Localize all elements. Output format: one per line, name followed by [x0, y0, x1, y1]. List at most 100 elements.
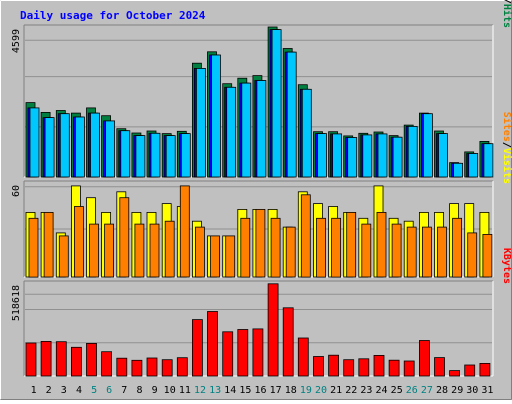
bar-kbytes-day-8 [131, 359, 143, 377]
bar-kbytes-day-25 [388, 359, 400, 377]
bar-pages-day-20 [317, 133, 327, 178]
bar-kbytes-day-17 [267, 283, 279, 377]
bar-pages-day-7 [120, 130, 131, 178]
bar-pages-day-19 [301, 88, 312, 178]
bar-pages-day-24 [377, 133, 388, 178]
x-tick-label: 12 [194, 385, 206, 396]
bar-sites-day-30 [467, 232, 478, 278]
bar-sites-day-27 [421, 226, 432, 278]
y-tick-label: 4599 [11, 29, 22, 53]
bar-pages-day-28 [438, 133, 448, 178]
x-tick-label: 10 [164, 385, 176, 396]
bar-sites-day-31 [482, 233, 493, 278]
bar-pages-day-5 [90, 112, 100, 178]
bar-kbytes-day-23 [358, 358, 370, 377]
bar-sites-day-20 [316, 217, 326, 278]
bar-pages-day-9 [150, 132, 161, 178]
bar-pages-day-26 [407, 126, 418, 178]
x-tick-label: 26 [406, 385, 418, 396]
x-tick-label: 25 [391, 385, 403, 396]
x-tick-label: 1 [31, 385, 37, 396]
bar-pages-day-6 [105, 120, 115, 178]
bar-pages-day-29 [453, 162, 464, 178]
bar-sites-day-7 [119, 197, 130, 278]
bar-sites-day-9 [149, 223, 160, 278]
x-tick-label: 27 [421, 385, 433, 396]
bar-sites-day-1 [28, 217, 39, 278]
bar-kbytes-day-26 [403, 360, 415, 377]
bar-kbytes-day-5 [86, 342, 97, 377]
bar-kbytes-day-12 [191, 319, 203, 377]
bar-kbytes-day-18 [282, 307, 294, 377]
x-tick-label: 18 [285, 385, 297, 396]
bar-sites-day-21 [331, 217, 342, 278]
legend-visits: Visits [501, 148, 512, 184]
bar-pages-day-21 [332, 133, 343, 178]
bar-pages-day-18 [286, 51, 297, 178]
bar-sites-day-2 [43, 211, 54, 278]
x-tick-label: 21 [330, 385, 342, 396]
bar-kbytes-day-14 [222, 331, 234, 377]
bar-sites-day-3 [58, 235, 69, 278]
bar-kbytes-day-20 [313, 356, 324, 377]
bar-kbytes-day-1 [25, 342, 37, 377]
bar-pages-day-2 [44, 117, 55, 178]
legend-kbytes: KBytes [501, 248, 512, 284]
x-tick-label: 23 [360, 385, 372, 396]
bar-pages-day-11 [180, 133, 191, 178]
legend-hits: Hits [501, 4, 512, 28]
bar-kbytes-day-24 [373, 354, 385, 377]
bar-pages-day-17 [271, 29, 282, 178]
bar-kbytes-day-13 [207, 311, 218, 377]
x-tick-label: 24 [375, 385, 387, 396]
bar-kbytes-day-31 [479, 362, 491, 377]
x-tick-label: 11 [179, 385, 191, 396]
bar-sites-day-14 [225, 235, 236, 278]
legend-separator: / [501, 0, 512, 4]
x-tick-label: 4 [76, 385, 82, 396]
bar-kbytes-day-28 [434, 357, 445, 377]
bar-pages-day-30 [468, 153, 479, 178]
bar-pages-day-8 [135, 135, 146, 178]
x-tick-label: 5 [91, 385, 97, 396]
panel-legend: Sites/Visits [501, 112, 512, 184]
x-tick-label: 19 [300, 385, 312, 396]
bar-sites-day-18 [285, 226, 296, 278]
bar-pages-day-13 [211, 54, 221, 178]
bar-pages-day-14 [226, 86, 237, 178]
bar-pages-day-27 [422, 113, 433, 178]
legend-sites: Sites [501, 112, 512, 142]
bar-kbytes-day-21 [328, 354, 340, 377]
bar-kbytes-day-10 [161, 359, 173, 377]
x-tick-label: 30 [466, 385, 478, 396]
bar-pages-day-31 [483, 143, 494, 178]
bar-sites-day-4 [74, 206, 84, 278]
x-tick-label: 17 [270, 385, 282, 396]
bar-kbytes-day-22 [343, 359, 355, 377]
x-tick-label: 2 [46, 385, 52, 396]
bar-pages-day-22 [347, 137, 358, 178]
bar-sites-day-8 [134, 223, 145, 278]
bar-kbytes-day-6 [101, 351, 112, 377]
bar-kbytes-day-15 [237, 329, 249, 377]
bar-sites-day-23 [361, 223, 372, 278]
x-tick-label: 28 [436, 385, 448, 396]
bar-sites-day-6 [104, 223, 114, 278]
bar-pages-day-10 [165, 135, 176, 178]
x-axis-tick-labels: 1 2 3 4 5 6 7 8 9 10 11 12 13 14 15 16 17 18 19 20 21 22 23 24 2… [31, 385, 494, 396]
x-tick-label: 15 [239, 385, 251, 396]
bar-kbytes-day-3 [55, 341, 67, 377]
bar-kbytes-day-4 [71, 346, 82, 377]
bar-pages-day-25 [392, 136, 403, 178]
x-tick-label: 7 [121, 385, 127, 396]
bar-sites-day-24 [376, 211, 387, 278]
bar-kbytes-day-27 [418, 340, 430, 377]
bar-kbytes-day-2 [40, 340, 52, 377]
bar-sites-day-12 [194, 226, 205, 278]
x-tick-label: 16 [254, 385, 266, 396]
x-tick-label: 31 [481, 385, 493, 396]
chart-title: Daily usage for October 2024 [20, 9, 206, 22]
x-tick-label: 3 [61, 385, 67, 396]
x-tick-label: 6 [106, 385, 112, 396]
